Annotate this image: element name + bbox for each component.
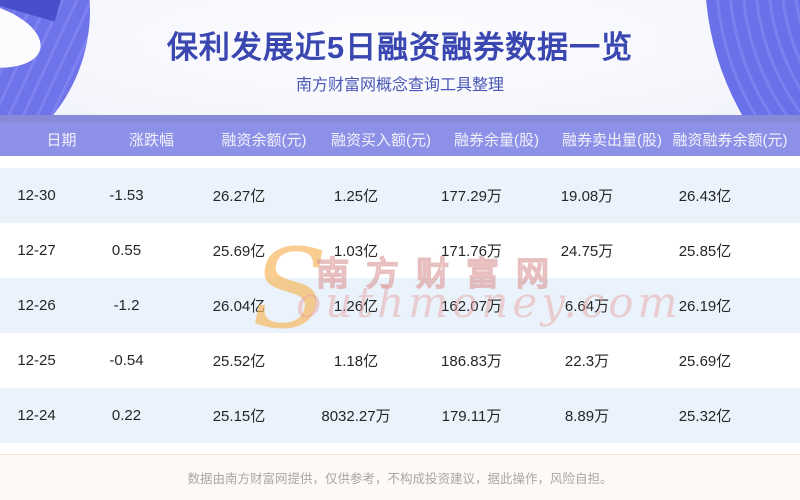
page-subtitle: 南方财富网概念查询工具整理 bbox=[295, 77, 504, 94]
table-row: 12-24 0.22 25.15亿 8032.27万 179.11万 8.89万… bbox=[0, 388, 800, 443]
cell-change-pct: 0.22 bbox=[111, 407, 142, 424]
cell-date: 12-24 bbox=[17, 407, 56, 424]
table-row: 12-30 -1.53 26.27亿 1.25亿 177.29万 19.08万 … bbox=[0, 168, 800, 223]
cell-margin-buy: 1.03亿 bbox=[333, 243, 379, 260]
hero-banner: 保利发展近5日融资融券数据一览 南方财富网概念查询工具整理 bbox=[0, 0, 800, 122]
cell-short-volume: 177.29万 bbox=[441, 188, 502, 205]
table-row: 12-25 -0.54 25.52亿 1.18亿 186.83万 22.3万 2… bbox=[0, 333, 800, 388]
cell-change-pct: 0.55 bbox=[111, 242, 142, 259]
cell-margin-buy: 1.18亿 bbox=[333, 353, 379, 370]
cell-margin-balance: 25.52亿 bbox=[212, 353, 266, 370]
cell-margin-balance: 25.69亿 bbox=[212, 243, 266, 260]
cell-change-pct: -1.53 bbox=[109, 187, 144, 204]
cell-short-sell: 24.75万 bbox=[560, 243, 614, 260]
column-header-short-sell: 融券卖出量(股) bbox=[562, 131, 662, 149]
cell-total-balance: 25.85亿 bbox=[678, 243, 732, 260]
cell-date: 12-26 bbox=[17, 297, 56, 314]
column-header-margin-buy: 融资买入额(元) bbox=[331, 131, 431, 149]
cell-change-pct: -1.2 bbox=[113, 297, 140, 314]
cell-change-pct: -0.54 bbox=[109, 352, 144, 369]
cell-date: 12-25 bbox=[17, 352, 56, 369]
cell-short-volume: 171.76万 bbox=[441, 243, 502, 260]
cell-margin-buy: 8032.27万 bbox=[321, 408, 391, 425]
column-header-margin-balance: 融资余额(元) bbox=[221, 131, 307, 149]
cell-short-volume: 179.11万 bbox=[441, 408, 502, 425]
cell-short-volume: 186.83万 bbox=[441, 353, 502, 370]
footer-disclaimer: 数据由南方财富网提供，仅供参考，不构成投资建议，据此操作，风险自担。 bbox=[0, 454, 800, 500]
cell-total-balance: 25.32亿 bbox=[678, 408, 732, 425]
cell-total-balance: 26.43亿 bbox=[678, 188, 732, 205]
cell-date: 12-30 bbox=[17, 187, 56, 204]
cell-total-balance: 25.69亿 bbox=[678, 353, 732, 370]
cell-margin-buy: 1.26亿 bbox=[333, 298, 379, 315]
column-header-date: 日期 bbox=[46, 131, 77, 149]
cell-margin-balance: 26.04亿 bbox=[212, 298, 266, 315]
column-header-short-volume: 融券余量(股) bbox=[454, 131, 539, 149]
page-title: 保利发展近5日融资融券数据一览 bbox=[166, 30, 634, 65]
cell-short-sell: 8.89万 bbox=[564, 408, 610, 425]
table-header-row: 日期 涨跌幅 融资余额(元) 融资买入额(元) 融券余量(股) 融券卖出量(股)… bbox=[0, 122, 800, 156]
cell-total-balance: 26.19亿 bbox=[678, 298, 732, 315]
column-header-change-pct: 涨跌幅 bbox=[128, 131, 174, 149]
table-row: 12-27 0.55 25.69亿 1.03亿 171.76万 24.75万 2… bbox=[0, 223, 800, 278]
cell-date: 12-27 bbox=[17, 242, 56, 259]
cell-margin-balance: 25.15亿 bbox=[212, 408, 266, 425]
cell-short-sell: 22.3万 bbox=[564, 353, 610, 370]
table-body: 12-30 -1.53 26.27亿 1.25亿 177.29万 19.08万 … bbox=[0, 168, 800, 443]
hero-bottom-strip bbox=[0, 115, 800, 122]
cell-margin-buy: 1.25亿 bbox=[333, 188, 379, 205]
cell-margin-balance: 26.27亿 bbox=[212, 188, 266, 205]
table-row: 12-26 -1.2 26.04亿 1.26亿 162.07万 6.64万 26… bbox=[0, 278, 800, 333]
cell-short-volume: 162.07万 bbox=[441, 298, 502, 315]
column-header-total-balance: 融资融券余额(元) bbox=[672, 131, 788, 149]
cell-short-sell: 19.08万 bbox=[560, 188, 614, 205]
cell-short-sell: 6.64万 bbox=[564, 298, 610, 315]
